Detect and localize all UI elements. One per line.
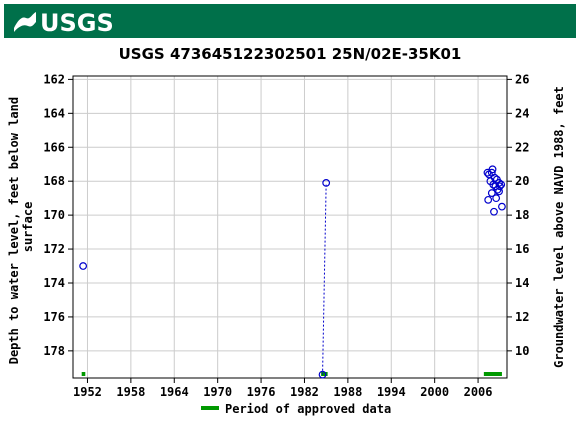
- y-right-tick-label-3: 16: [515, 242, 529, 256]
- approved-period-1: [321, 372, 328, 376]
- legend-approved-swatch: [201, 406, 219, 410]
- y-right-tick-label-6: 22: [515, 140, 529, 154]
- y-left-tick-label-5: 172: [43, 242, 65, 256]
- y-left-tick-label-0: 162: [43, 72, 65, 86]
- data-point-9: [490, 173, 499, 182]
- x-tick-label-8: 2000: [420, 385, 449, 399]
- y-right-tick-label-8: 26: [515, 72, 529, 86]
- y-axis-left-label-line-2: surface: [21, 202, 35, 253]
- series-points: [79, 165, 506, 379]
- x-tick-label-3: 1970: [203, 385, 232, 399]
- data-point-0: [79, 262, 88, 270]
- data-point-15: [497, 180, 506, 189]
- y-axis-left-label-line-1: Depth to water level, feet below land: [7, 97, 21, 364]
- usgs-logo: USGS: [14, 9, 114, 36]
- y-axis-right-label: Groundwater level above NAVD 1988, feet: [552, 86, 566, 368]
- y-left-tick-label-8: 178: [43, 344, 65, 358]
- data-point-21: [498, 202, 506, 211]
- grid-lines: [73, 76, 507, 378]
- usgs-logo-mark: [14, 12, 36, 32]
- approved-periods: [81, 372, 502, 376]
- legend-approved-label: Period of approved data: [225, 402, 391, 416]
- x-tick-label-9: 2006: [464, 385, 493, 399]
- x-tick-label-5: 1982: [290, 385, 319, 399]
- y-right-tick-label-4: 18: [515, 208, 529, 222]
- x-tick-label-2: 1964: [160, 385, 189, 399]
- y-right-tick-label-7: 24: [515, 106, 529, 120]
- plot-frame: [72, 75, 508, 379]
- x-axis: 1952 1958 1964 1970 1976 1982 1988 1994 2000 2006: [73, 378, 493, 399]
- data-point-2: [322, 178, 331, 187]
- data-point-7: [488, 165, 497, 174]
- x-tick-label-0: 1952: [73, 385, 102, 399]
- y-left-tick-label-7: 176: [43, 310, 65, 324]
- data-point-18: [490, 207, 498, 216]
- y-axis-right: 10 12 14 16 18 20 22 24 26: [507, 72, 529, 358]
- y-left-tick-label-2: 166: [43, 140, 65, 154]
- x-tick-label-1: 1958: [116, 385, 145, 399]
- series-0-connector: [322, 182, 327, 375]
- approved-period-2: [483, 372, 502, 376]
- y-axis-left-label: Depth to water level, feet below land su…: [7, 90, 35, 365]
- y-left-tick-label-6: 174: [43, 276, 65, 290]
- chart-title: USGS 473645122302501 25N/02E-35K01: [119, 45, 462, 63]
- data-point-1: [318, 370, 327, 379]
- x-tick-label-4: 1976: [247, 385, 276, 399]
- data-point-16: [484, 195, 493, 204]
- data-point-19: [492, 194, 501, 203]
- y-right-tick-label-1: 12: [515, 310, 529, 324]
- data-point-20: [495, 187, 503, 196]
- usgs-banner: USGS: [4, 4, 576, 38]
- usgs-logo-text: USGS: [40, 9, 114, 36]
- data-point-14: [495, 182, 504, 191]
- x-tick-label-7: 1994: [377, 385, 406, 399]
- data-point-13: [495, 178, 503, 187]
- y-left-tick-label-4: 170: [43, 208, 65, 222]
- data-point-17: [487, 189, 496, 197]
- y-right-tick-label-5: 20: [515, 174, 529, 188]
- legend: Period of approved data: [201, 402, 391, 416]
- y-left-tick-label-3: 168: [43, 174, 65, 188]
- y-right-tick-label-2: 14: [515, 276, 529, 290]
- approved-period-0: [81, 372, 86, 376]
- y-left-tick-label-1: 164: [43, 106, 65, 120]
- y-right-tick-label-0: 10: [515, 344, 529, 358]
- y-axis-left: 162 164 166 168 170 172 174 176 178: [43, 72, 73, 358]
- x-tick-label-6: 1988: [333, 385, 362, 399]
